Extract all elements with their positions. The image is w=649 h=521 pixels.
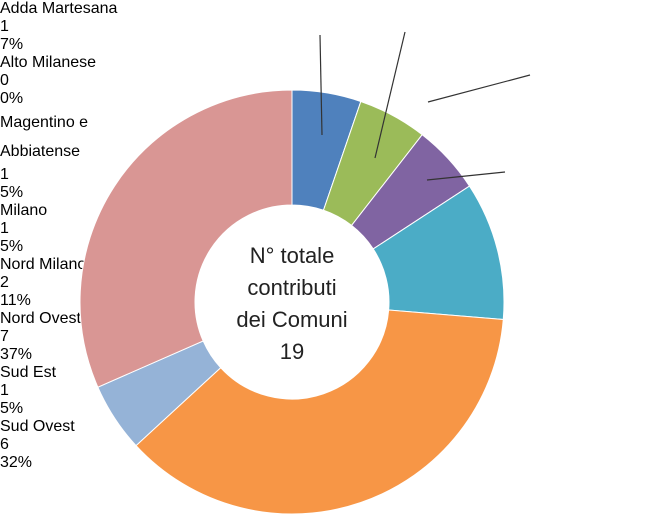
center-line: dei Comuni: [236, 307, 348, 332]
data-label: Nord Milano 2 11%: [0, 256, 116, 310]
center-line: contributi: [247, 275, 337, 300]
label-percent: 32%: [0, 454, 33, 471]
label-percent: 7%: [0, 36, 24, 53]
data-label: Alto Milanese 0 0%: [0, 54, 130, 108]
data-label: Magentino e Abbiatense 1 5%: [0, 108, 140, 202]
label-count: 1: [0, 18, 9, 35]
label-percent: 37%: [0, 346, 33, 363]
center-total: 19: [279, 339, 305, 364]
data-label: Sud Ovest 6 32%: [0, 418, 100, 472]
label-name: Milano: [0, 202, 48, 219]
leader-line: [427, 74, 531, 103]
center-label: N° totale contributi dei Comuni 19: [192, 240, 392, 368]
leader-line: [319, 34, 323, 136]
label-name: Magentino e Abbiatense: [0, 114, 89, 160]
data-label: Adda Martesana 1 7%: [0, 0, 140, 54]
leader-line: [374, 31, 406, 159]
label-name: Alto Milanese: [0, 54, 97, 71]
label-count: 1: [0, 166, 9, 183]
label-count: 1: [0, 382, 9, 399]
leader-line: [426, 171, 506, 181]
label-count: 2: [0, 274, 9, 291]
label-percent: 5%: [0, 184, 24, 201]
center-line: N° totale: [249, 243, 335, 268]
label-name: Sud Est: [0, 364, 57, 381]
label-name: Nord Milano: [0, 256, 87, 273]
slice: [79, 89, 293, 388]
label-name: Adda Martesana: [0, 0, 118, 17]
label-count: 0: [0, 72, 9, 89]
data-label: Sud Est 1 5%: [0, 364, 100, 418]
data-label: Milano 1 5%: [0, 202, 80, 256]
label-name: Sud Ovest: [0, 418, 75, 435]
label-count: 6: [0, 436, 9, 453]
label-percent: 0%: [0, 90, 24, 107]
slice: [135, 309, 504, 515]
label-name: Nord Ovest: [0, 310, 81, 327]
label-percent: 11%: [0, 292, 31, 309]
data-label: Nord Ovest 7 37%: [0, 310, 100, 364]
label-percent: 5%: [0, 400, 24, 417]
label-count: 7: [0, 328, 9, 345]
label-count: 1: [0, 220, 9, 237]
label-percent: 5%: [0, 238, 24, 255]
